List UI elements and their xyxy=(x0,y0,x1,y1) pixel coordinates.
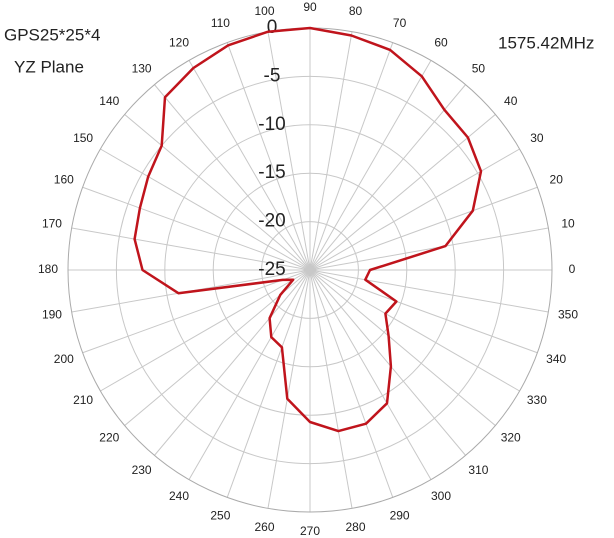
angle-label: 250 xyxy=(210,508,230,522)
spoke xyxy=(100,148,311,271)
grid-ring xyxy=(261,221,359,319)
spoke xyxy=(309,148,520,271)
angle-label: 110 xyxy=(211,16,230,30)
angle-label: 330 xyxy=(527,393,547,407)
angle-label: 40 xyxy=(504,94,518,108)
r-tick-label: -20 xyxy=(258,211,285,232)
spoke xyxy=(71,227,311,271)
angle-label: 220 xyxy=(99,431,119,445)
angle-label: 50 xyxy=(472,61,486,75)
spoke xyxy=(226,42,311,271)
angle-label: 140 xyxy=(99,94,119,108)
grid-ring xyxy=(115,75,505,465)
spoke xyxy=(309,269,432,480)
spoke xyxy=(309,31,353,271)
angle-label: 100 xyxy=(254,4,274,18)
spoke xyxy=(309,269,549,313)
angle-label: 300 xyxy=(431,489,451,503)
chart-title: GPS25*25*4 xyxy=(4,25,100,44)
pattern-line xyxy=(133,26,483,433)
spoke xyxy=(309,269,496,426)
spoke xyxy=(124,114,311,271)
angle-label: 160 xyxy=(54,173,74,187)
angle-label: 310 xyxy=(468,463,488,477)
r-tick-label: -10 xyxy=(258,114,285,135)
spoke xyxy=(100,269,311,392)
spoke xyxy=(309,269,538,354)
angle-label: 20 xyxy=(550,173,564,187)
angle-label: 130 xyxy=(132,61,152,75)
angle-label: 350 xyxy=(558,308,578,322)
grid-ring xyxy=(212,172,408,368)
spoke xyxy=(309,114,496,271)
angle-label: 190 xyxy=(42,308,62,322)
spoke xyxy=(188,60,311,271)
spoke xyxy=(267,269,311,509)
spoke xyxy=(188,269,311,480)
grid-ring xyxy=(164,124,456,416)
spoke xyxy=(309,269,394,498)
spoke xyxy=(309,227,549,271)
angle-label: 150 xyxy=(73,131,93,145)
angle-label: 60 xyxy=(434,35,448,49)
spoke xyxy=(309,84,466,271)
spoke xyxy=(154,269,311,456)
annotation: 1575.42MHz xyxy=(498,33,594,52)
angle-label: 180 xyxy=(38,262,58,276)
spoke xyxy=(226,269,311,498)
angle-label: 290 xyxy=(390,508,410,522)
r-tick-label: -15 xyxy=(258,162,285,183)
angle-label: 270 xyxy=(300,524,320,538)
r-tick-label: -25 xyxy=(258,259,285,280)
r-tick-label: -5 xyxy=(264,65,281,86)
spoke xyxy=(82,269,311,354)
spoke xyxy=(309,269,520,392)
angle-label: 30 xyxy=(530,131,544,145)
angle-label: 80 xyxy=(349,4,363,18)
spoke xyxy=(309,186,538,271)
chart-subtitle: YZ Plane xyxy=(14,57,84,76)
angle-label: 170 xyxy=(42,217,62,231)
r-tick-label: 0 xyxy=(267,17,278,38)
angle-label: 320 xyxy=(501,431,521,445)
spoke xyxy=(309,42,394,271)
angle-label: 210 xyxy=(73,393,93,407)
spoke xyxy=(267,31,311,271)
angle-label: 230 xyxy=(132,463,152,477)
angle-label: 10 xyxy=(561,217,575,231)
spoke xyxy=(309,269,466,456)
angle-label: 260 xyxy=(254,520,274,534)
spoke xyxy=(82,186,311,271)
angle-label: 200 xyxy=(54,352,74,366)
angle-label: 120 xyxy=(169,35,189,49)
spoke xyxy=(309,60,432,271)
angle-label: 0 xyxy=(569,262,576,276)
spoke xyxy=(309,269,353,509)
angle-label: 280 xyxy=(345,520,365,534)
angle-label: 340 xyxy=(546,352,566,366)
angle-label: 70 xyxy=(393,16,407,30)
angle-label: 90 xyxy=(303,0,317,14)
spoke xyxy=(154,84,311,271)
angle-label: 240 xyxy=(169,489,189,503)
